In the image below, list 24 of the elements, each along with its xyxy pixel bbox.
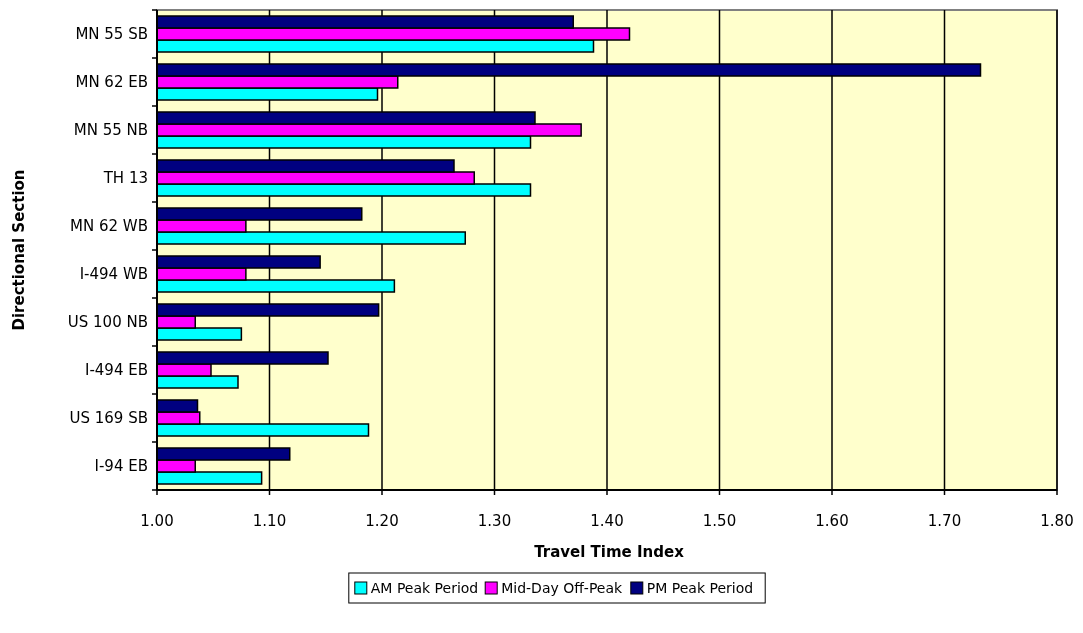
y-tick-label: US 169 SB	[69, 409, 148, 427]
x-tick-label: 1.80	[1040, 512, 1074, 530]
x-tick-label: 1.20	[365, 512, 399, 530]
x-tick-label: 1.30	[477, 512, 512, 530]
legend-label: Mid-Day Off-Peak	[501, 580, 624, 596]
x-tick-label: 1.70	[927, 512, 962, 530]
x-tick-label: 1.10	[252, 512, 287, 530]
y-tick-label: MN 62 WB	[70, 217, 148, 235]
x-tick-label: 1.50	[702, 512, 737, 530]
x-tick-label: 1.00	[140, 512, 174, 530]
y-tick-label: MN 55 SB	[75, 25, 148, 43]
x-tick-label: 1.40	[590, 512, 624, 530]
legend-label: PM Peak Period	[646, 580, 754, 596]
y-tick-label: US 100 NB	[67, 313, 148, 331]
y-axis-title: Directional Section	[10, 169, 28, 331]
y-tick-label: I-494 EB	[84, 361, 148, 379]
x-axis-title: Travel Time Index	[534, 543, 685, 561]
y-tick-label: TH 13	[102, 169, 148, 187]
x-tick-label: 1.60	[815, 512, 849, 530]
y-tick-label: I-94 EB	[94, 457, 148, 475]
y-tick-label: MN 62 EB	[75, 73, 148, 91]
y-tick-label: MN 55 NB	[73, 121, 148, 139]
y-tick-label: I-494 WB	[79, 265, 148, 283]
legend-label: AM Peak Period	[370, 580, 479, 596]
